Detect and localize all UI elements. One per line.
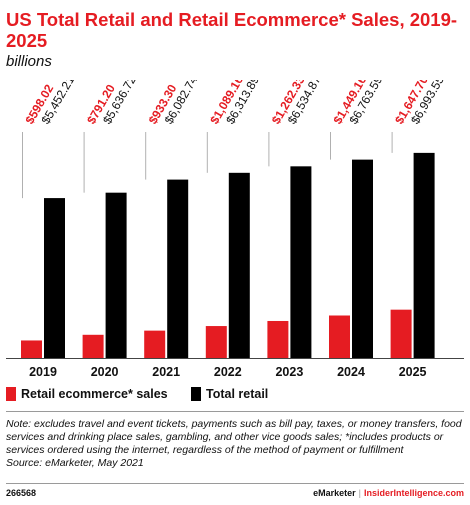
legend-label-total: Total retail xyxy=(206,387,269,401)
x-tick-label-2021: 2021 xyxy=(152,365,180,379)
note-text: Note: excludes travel and event tickets,… xyxy=(6,418,462,456)
x-tick-label-2022: 2022 xyxy=(214,365,242,379)
chart-title: US Total Retail and Retail Ecommerce* Sa… xyxy=(6,9,458,51)
footer-branding: eMarketer | InsiderIntelligence.com xyxy=(313,488,464,498)
divider-bottom xyxy=(6,483,464,484)
bar-ecommerce-2019 xyxy=(21,340,42,358)
x-tick-label-2023: 2023 xyxy=(275,365,303,379)
legend-item-ecommerce: Retail ecommerce* sales xyxy=(6,387,168,401)
legend-swatch-ecommerce xyxy=(6,387,16,401)
bar-ecommerce-2020 xyxy=(82,334,104,358)
x-tick-label-2019: 2019 xyxy=(29,365,57,379)
x-tick-label-2024: 2024 xyxy=(337,365,365,379)
x-tick-label-2020: 2020 xyxy=(91,365,119,379)
legend-item-total: Total retail xyxy=(191,387,268,401)
chart-subtitle: billions xyxy=(6,53,52,70)
bar-ecommerce-2021 xyxy=(144,330,166,358)
x-tick-label-2025: 2025 xyxy=(399,365,427,379)
bar-total-2025 xyxy=(413,152,435,358)
bar-ecommerce-2023 xyxy=(267,320,289,358)
brand-insiderintelligence-link[interactable]: InsiderIntelligence.com xyxy=(363,488,464,498)
bar-total-2021 xyxy=(167,179,189,358)
chart-id: 266568 xyxy=(6,488,37,498)
legend-label-ecommerce: Retail ecommerce* sales xyxy=(21,387,168,401)
bar-ecommerce-2024 xyxy=(329,315,350,358)
bar-total-2024 xyxy=(352,159,373,358)
bar-ecommerce-2022 xyxy=(205,326,227,358)
legend-swatch-total xyxy=(191,387,201,401)
brand-emarketer: eMarketer xyxy=(313,488,356,498)
bar-ecommerce-2025 xyxy=(390,309,412,358)
bar-chart: $598.02$5,452.212019$791.20$5,636.722020… xyxy=(6,80,464,379)
divider-top xyxy=(6,411,464,412)
footer-separator: | xyxy=(358,488,361,498)
bar-total-2023 xyxy=(290,166,312,358)
bar-total-2019 xyxy=(44,198,65,358)
bar-total-2020 xyxy=(105,192,127,358)
source-text: Source: eMarketer, May 2021 xyxy=(6,457,144,469)
note-block: Note: excludes travel and event tickets,… xyxy=(6,418,464,470)
bar-total-2022 xyxy=(228,172,250,358)
